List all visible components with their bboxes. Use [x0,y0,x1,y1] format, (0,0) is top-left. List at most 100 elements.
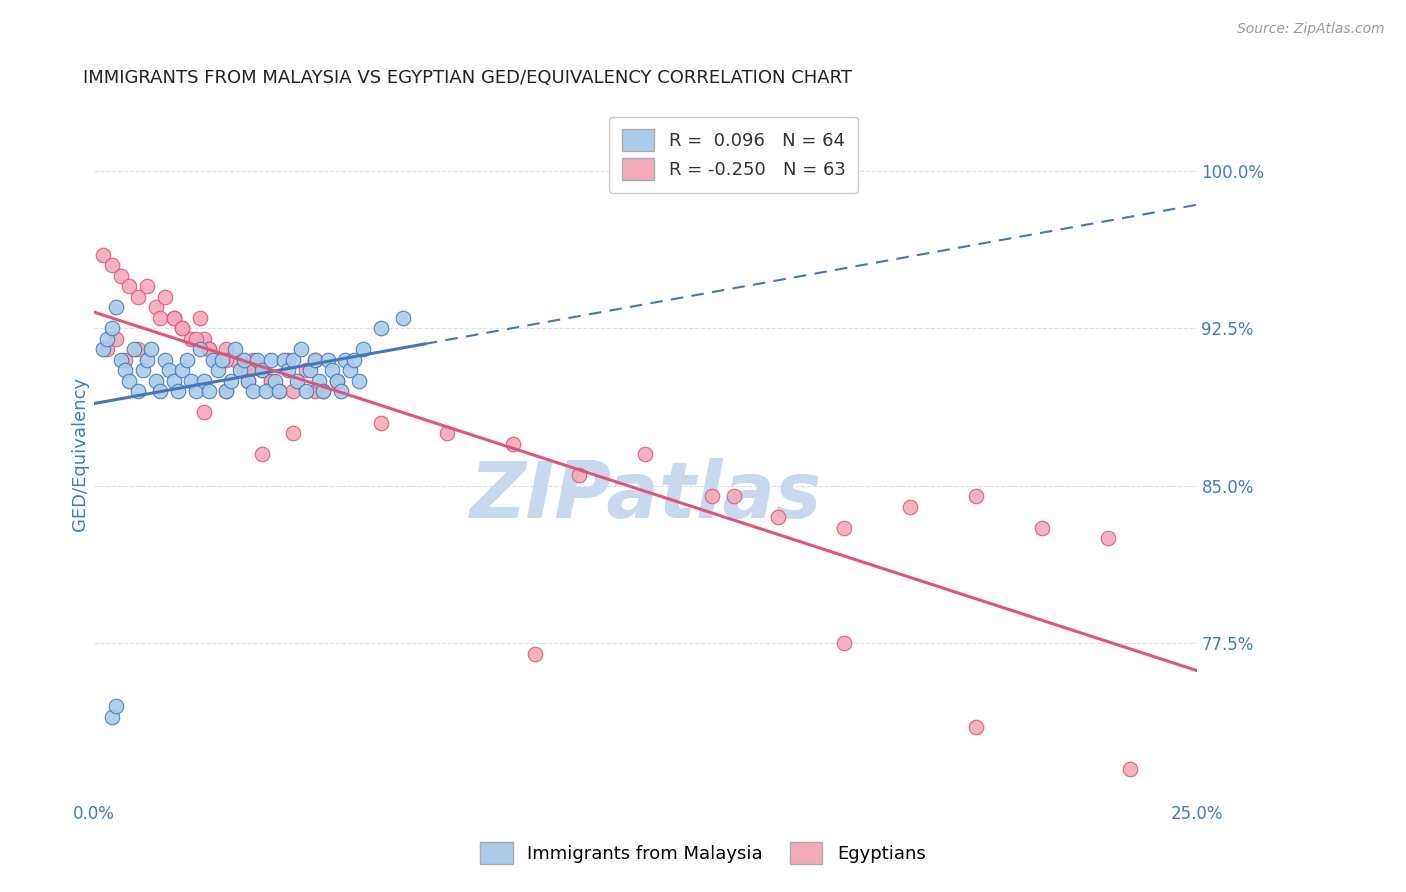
Point [1119,762,1142,776]
Point [242,352,264,367]
Point [277,352,299,367]
Point [127,342,149,356]
Point [269,384,291,398]
Point [312,384,335,398]
Point [180,332,202,346]
Point [100,709,122,723]
Point [281,352,304,367]
Point [110,268,132,283]
Point [105,699,128,714]
Point [211,352,233,367]
Point [1097,531,1119,545]
Text: Source: ZipAtlas.com: Source: ZipAtlas.com [1237,22,1385,37]
Point [105,332,128,346]
Point [141,342,163,356]
Point [294,363,316,377]
Point [176,352,198,367]
Point [197,384,219,398]
Point [1031,520,1053,534]
Point [197,342,219,356]
Point [250,363,273,377]
Point [172,321,194,335]
Point [832,520,855,534]
Point [184,384,207,398]
Point [273,352,295,367]
Point [339,363,361,377]
Point [325,374,347,388]
Point [330,384,353,398]
Point [118,374,141,388]
Point [299,363,322,377]
Point [259,352,281,367]
Point [312,384,335,398]
Point [100,321,122,335]
Point [370,321,392,335]
Point [321,363,343,377]
Point [233,352,256,367]
Point [162,310,184,325]
Point [105,300,128,314]
Point [832,636,855,650]
Point [131,363,153,377]
Point [145,374,167,388]
Point [118,279,141,293]
Point [91,342,114,356]
Point [304,352,326,367]
Point [136,279,159,293]
Point [308,374,330,388]
Point [242,384,264,398]
Point [965,489,987,503]
Point [219,374,242,388]
Point [207,352,229,367]
Point [180,374,202,388]
Point [285,374,308,388]
Legend: Immigrants from Malaysia, Egyptians: Immigrants from Malaysia, Egyptians [465,828,941,879]
Point [153,289,176,303]
Point [294,384,316,398]
Legend: R =  0.096   N = 64, R = -0.250   N = 63: R = 0.096 N = 64, R = -0.250 N = 63 [609,117,858,193]
Point [723,489,745,503]
Point [167,384,190,398]
Point [145,300,167,314]
Point [162,310,184,325]
Y-axis label: GED/Equivalency: GED/Equivalency [72,377,89,531]
Point [281,426,304,441]
Point [965,720,987,734]
Point [238,374,260,388]
Point [259,374,281,388]
Point [700,489,723,503]
Point [136,352,159,367]
Point [370,416,392,430]
Point [238,363,260,377]
Point [304,384,326,398]
Point [215,384,238,398]
Point [898,500,921,514]
Point [343,352,366,367]
Point [524,647,547,661]
Point [634,447,657,461]
Point [172,321,194,335]
Point [193,374,215,388]
Point [281,384,304,398]
Point [96,342,118,356]
Point [264,374,287,388]
Point [193,405,215,419]
Point [335,352,357,367]
Point [250,363,273,377]
Point [202,352,225,367]
Point [215,342,238,356]
Point [568,468,591,483]
Point [325,374,347,388]
Point [254,384,277,398]
Point [110,352,132,367]
Point [290,342,312,356]
Point [269,384,291,398]
Point [149,384,172,398]
Point [122,342,145,356]
Point [304,352,326,367]
Point [436,426,458,441]
Point [127,289,149,303]
Point [250,447,273,461]
Point [502,436,524,450]
Point [224,342,246,356]
